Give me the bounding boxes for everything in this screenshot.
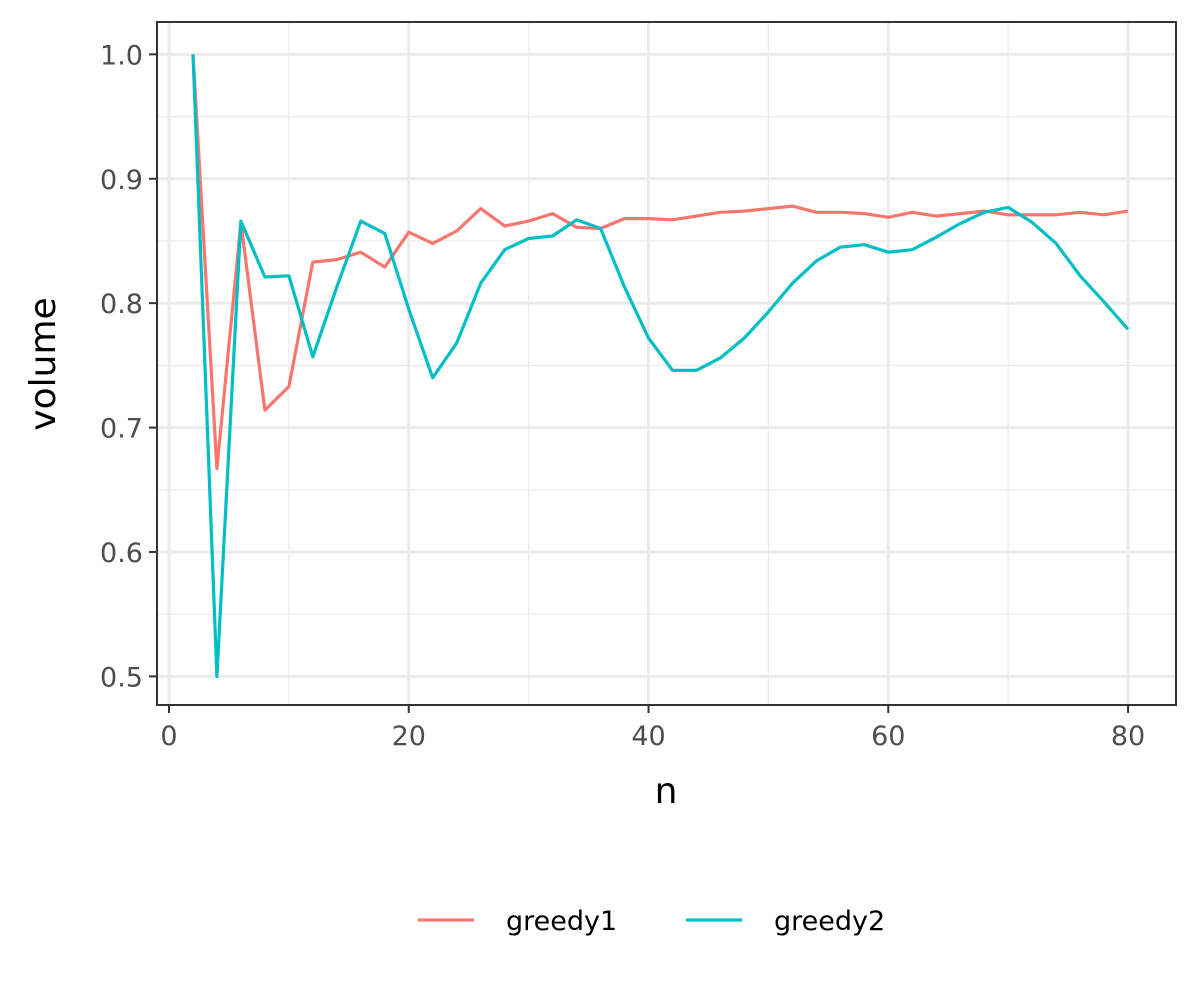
y-axis-title: volume bbox=[23, 297, 64, 430]
x-tick-label: 40 bbox=[631, 721, 665, 752]
legend-label-greedy1: greedy1 bbox=[506, 906, 617, 937]
x-axis: 0 20 40 60 80 bbox=[160, 705, 1145, 752]
series-layer bbox=[191, 54, 1130, 679]
x-axis-title: n bbox=[655, 771, 678, 812]
minor-grid bbox=[157, 22, 1176, 705]
series-line-greedy2 bbox=[191, 54, 1130, 679]
x-tick-label: 60 bbox=[871, 721, 905, 752]
x-tick-label: 0 bbox=[160, 721, 177, 752]
y-tick-label: 1.0 bbox=[100, 40, 143, 71]
x-tick-label: 20 bbox=[392, 721, 426, 752]
major-grid bbox=[157, 22, 1176, 705]
plot-border bbox=[156, 21, 1177, 706]
x-tick-label: 80 bbox=[1111, 721, 1145, 752]
y-tick-label: 0.5 bbox=[100, 662, 143, 693]
y-tick-label: 0.6 bbox=[100, 538, 143, 569]
y-axis: 0.5 0.6 0.7 0.8 0.9 1.0 bbox=[100, 40, 157, 693]
legend: greedy1 greedy2 bbox=[418, 906, 885, 937]
legend-label-greedy2: greedy2 bbox=[774, 906, 885, 937]
y-tick-label: 0.7 bbox=[100, 414, 143, 445]
y-tick-label: 0.9 bbox=[100, 165, 143, 196]
y-tick-label: 0.8 bbox=[100, 289, 143, 320]
